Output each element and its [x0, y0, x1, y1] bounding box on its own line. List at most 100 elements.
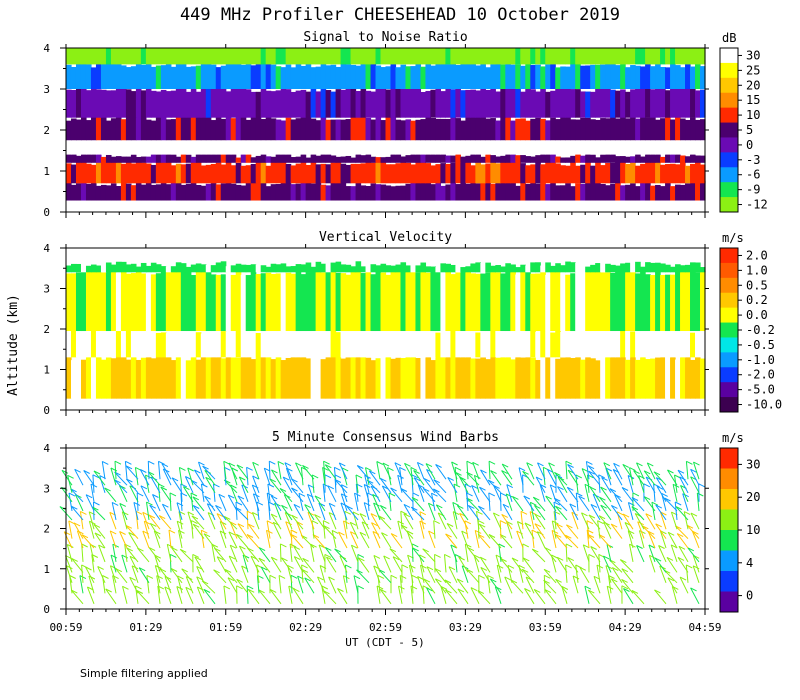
heatmap-cell: [225, 63, 232, 89]
heatmap-cell: [530, 181, 536, 201]
wind-barb: [590, 546, 601, 563]
heatmap-cell: [335, 261, 342, 273]
heatmap-cell: [155, 65, 162, 89]
wind-barb-flag: [63, 531, 71, 536]
heatmap-cell: [535, 183, 541, 201]
heatmap-cell: [170, 266, 177, 273]
wind-barb: [459, 476, 469, 494]
wind-barb-flag: [196, 576, 203, 581]
wind-barb-flag: [524, 522, 532, 527]
heatmap-cell: [525, 140, 531, 155]
wind-barb-flag: [412, 492, 420, 497]
wind-barb: [539, 484, 546, 502]
heatmap-cell: [365, 271, 372, 332]
wind-barb-flag: [321, 585, 329, 590]
wind-barb: [224, 569, 238, 584]
heatmap-cell: [66, 354, 72, 399]
wind-barb-flag: [323, 525, 330, 530]
heatmap-cell: [355, 116, 362, 141]
heatmap-cell: [310, 357, 317, 399]
wind-barb: [641, 525, 656, 539]
heatmap-cell: [165, 151, 172, 163]
wind-barb: [561, 586, 568, 604]
heatmap-cell: [660, 274, 666, 332]
heatmap-cell: [380, 86, 387, 118]
wind-barb-flag: [236, 533, 243, 538]
x-axis-label: UT (CDT - 5): [345, 636, 424, 649]
heatmap-cell: [630, 48, 636, 65]
heatmap-cell: [425, 90, 432, 118]
footnote: Simple filtering applied: [80, 667, 208, 680]
wind-barb: [434, 568, 447, 584]
wind-barb-flag: [187, 467, 194, 472]
heatmap-cell: [405, 139, 412, 155]
heatmap-cell: [610, 264, 616, 273]
heatmap-cell: [195, 271, 202, 332]
heatmap-cell: [245, 165, 252, 184]
wind-barb-flag: [334, 466, 341, 471]
wind-barb-flag: [353, 575, 361, 580]
heatmap-cell: [80, 160, 87, 184]
heatmap-cell: [665, 264, 671, 273]
heatmap-cell: [580, 155, 586, 163]
heatmap-cell: [655, 48, 661, 65]
heatmap-cell: [180, 263, 187, 273]
wind-barb-flag: [114, 479, 121, 484]
heatmap-cell: [630, 89, 636, 118]
heatmap-cell: [75, 86, 82, 118]
wind-barb: [279, 488, 293, 503]
heatmap-cell: [400, 185, 407, 201]
heatmap-cell: [605, 263, 611, 273]
heatmap-cell: [90, 181, 97, 201]
wind-barb-flag: [170, 568, 178, 572]
wind-barb: [204, 470, 216, 486]
heatmap-cell: [195, 263, 202, 273]
heatmap-cell: [500, 138, 506, 155]
wind-barb: [142, 530, 150, 549]
wind-barb: [378, 515, 392, 530]
heatmap-cell: [525, 156, 531, 163]
wind-barb: [390, 533, 403, 549]
heatmap-cell: [650, 358, 656, 399]
heatmap-cell: [355, 181, 362, 201]
wind-barb-flag: [636, 462, 643, 467]
heatmap-cell: [530, 156, 536, 163]
heatmap-cell: [150, 66, 157, 89]
heatmap-cell: [85, 183, 92, 201]
heatmap-cell: [515, 267, 521, 273]
heatmap-cell: [575, 183, 581, 201]
heatmap-cell: [495, 182, 501, 201]
wind-barb-flag: [501, 463, 509, 468]
wind-barb: [237, 495, 249, 512]
wind-barb: [480, 567, 491, 584]
heatmap-cell: [375, 329, 382, 358]
heatmap-cell: [645, 117, 651, 141]
heatmap-cell: [520, 264, 526, 273]
wind-barb: [447, 477, 458, 494]
wind-barb: [691, 531, 700, 549]
heatmap-cell: [310, 67, 317, 89]
wind-barb-flag: [341, 493, 348, 498]
heatmap-cell: [370, 63, 377, 89]
wind-barb: [464, 484, 469, 502]
heatmap-cell: [650, 89, 656, 118]
heatmap-cell: [85, 354, 92, 399]
heatmap-cell: [255, 141, 262, 155]
heatmap-cell: [120, 156, 127, 163]
heatmap-cell: [400, 358, 407, 399]
wind-barb-flag: [412, 543, 419, 548]
wind-barb: [466, 569, 480, 584]
heatmap-cell: [625, 271, 631, 332]
heatmap-cell: [555, 87, 561, 118]
heatmap-cell: [570, 160, 576, 184]
heatmap-cell: [430, 165, 437, 184]
heatmap-cell: [575, 165, 581, 184]
heatmap-cell: [575, 332, 581, 358]
heatmap-cell: [100, 139, 107, 155]
wind-barb-flag: [543, 579, 550, 584]
heatmap-cell: [170, 154, 177, 163]
wind-barb-flag: [136, 492, 144, 497]
heatmap-cell: [590, 329, 596, 358]
heatmap-cell: [580, 48, 586, 65]
heatmap-cell: [655, 357, 661, 399]
